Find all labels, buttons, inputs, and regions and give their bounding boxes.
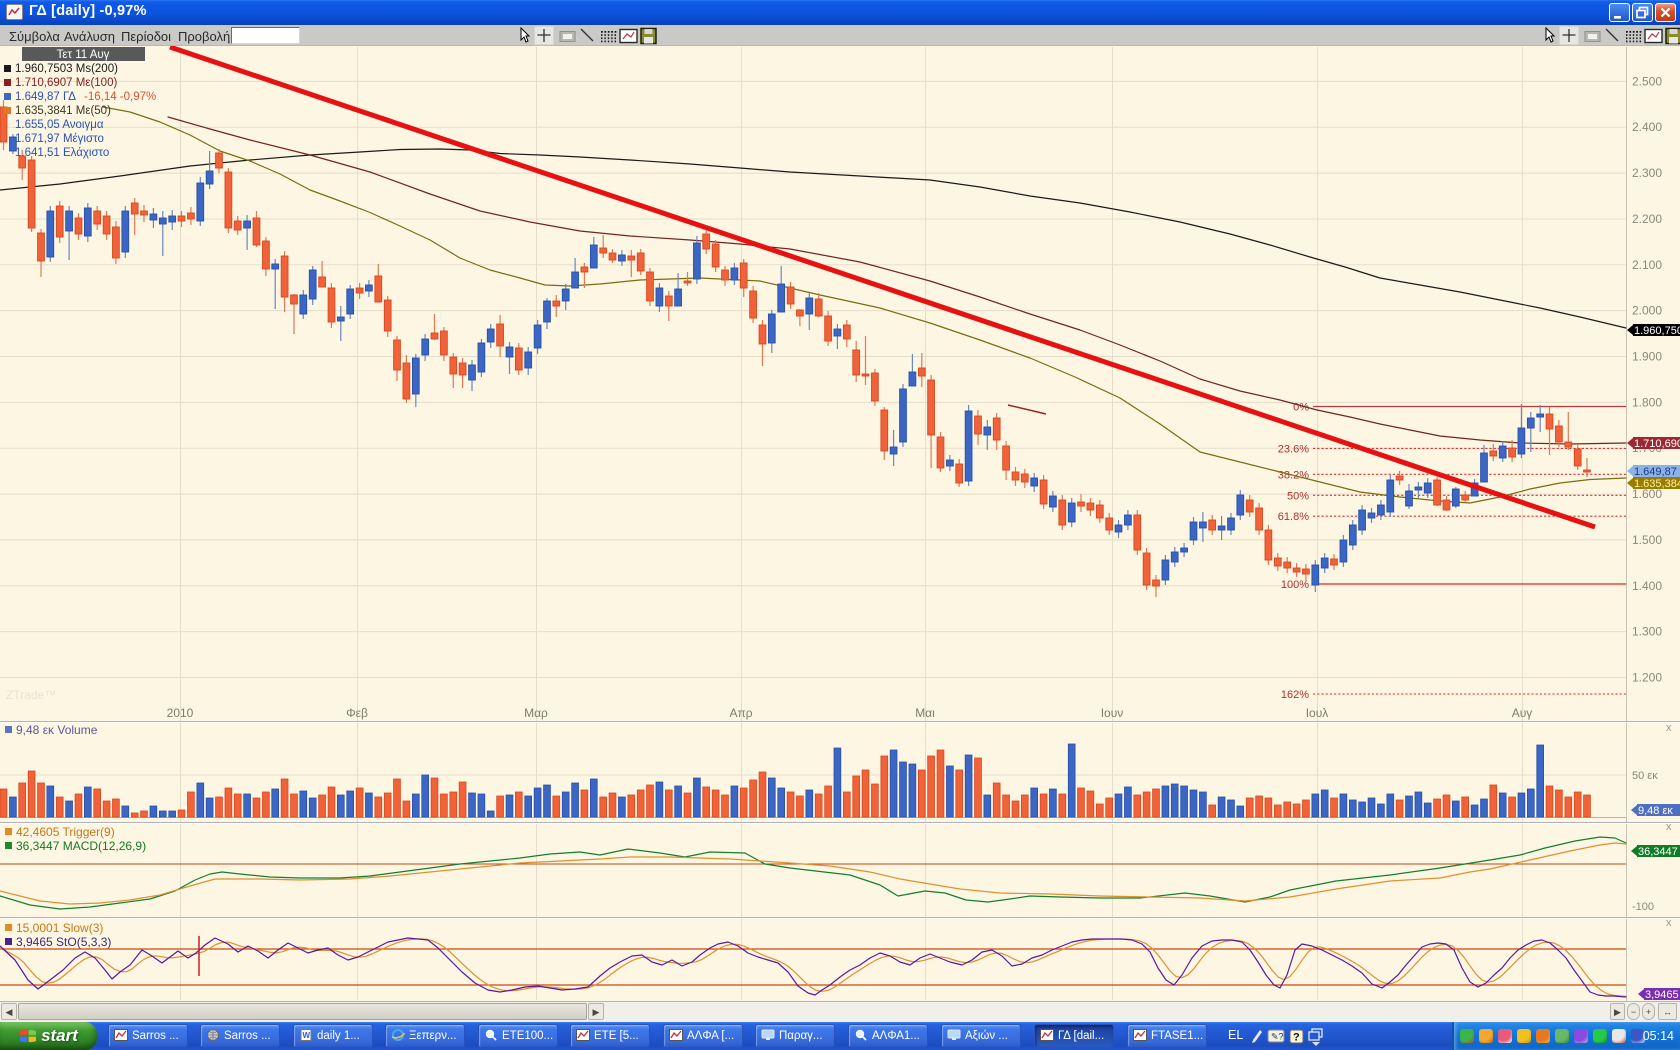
svg-text:-16,14 -0,97%: -16,14 -0,97% [84, 91, 156, 103]
svg-text:-100: -100 [1632, 901, 1654, 913]
svg-text:1.641,51 Ελάχιστο: 1.641,51 Ελάχιστο [15, 147, 109, 159]
svg-text:Μαρ: Μαρ [524, 706, 548, 720]
svg-text:2.200: 2.200 [1632, 212, 1662, 226]
svg-text:1.600: 1.600 [1632, 487, 1662, 501]
svg-text:1.671,97 Μέγιστο: 1.671,97 Μέγιστο [15, 133, 104, 145]
svg-text:1.400: 1.400 [1632, 579, 1662, 593]
svg-text:1.710,6907 Με(100): 1.710,6907 Με(100) [15, 77, 117, 89]
svg-text:50 εκ: 50 εκ [1632, 770, 1658, 782]
svg-text:1.200: 1.200 [1632, 671, 1662, 685]
svg-text:1.900: 1.900 [1632, 350, 1662, 364]
svg-text:W: W [303, 1031, 311, 1040]
svg-text:42,4605 Trigger(9): 42,4605 Trigger(9) [16, 825, 115, 839]
svg-text:3,9465 StO(5,3,3): 3,9465 StO(5,3,3) [16, 935, 111, 949]
svg-text:?: ? [1293, 1032, 1300, 1044]
svg-text:x: x [1666, 821, 1672, 833]
svg-text:23.6%: 23.6% [1278, 443, 1309, 455]
svg-text:2.500: 2.500 [1632, 74, 1662, 88]
svg-text:Αυγ: Αυγ [1512, 706, 1533, 720]
svg-text:50%: 50% [1287, 490, 1309, 502]
svg-text:x: x [1666, 722, 1672, 734]
svg-text:36,3447: 36,3447 [1638, 846, 1678, 858]
svg-text:✎?: ✎? [1271, 1032, 1284, 1042]
svg-text:ZTrade™: ZTrade™ [6, 688, 56, 702]
svg-text:1.710,690: 1.710,690 [1634, 438, 1680, 450]
svg-text:2.000: 2.000 [1632, 304, 1662, 318]
svg-text:Ιουν: Ιουν [1101, 706, 1124, 720]
svg-text:2.300: 2.300 [1632, 166, 1662, 180]
svg-text:1.649,87: 1.649,87 [1634, 466, 1677, 478]
svg-text:1.960,750: 1.960,750 [1634, 325, 1680, 337]
svg-text:9,48 εκ: 9,48 εκ [1638, 805, 1673, 817]
svg-text:61.8%: 61.8% [1278, 511, 1309, 523]
svg-text:100%: 100% [1281, 579, 1309, 591]
svg-text:2010: 2010 [167, 706, 194, 720]
svg-text:1.635,384: 1.635,384 [1634, 478, 1680, 490]
svg-text:162%: 162% [1281, 689, 1309, 701]
svg-text:36,3447 MACD(12,26,9): 36,3447 MACD(12,26,9) [16, 839, 146, 853]
svg-text:Τετ 11 Αυγ: Τετ 11 Αυγ [57, 49, 110, 61]
svg-text:Φεβ: Φεβ [346, 706, 368, 720]
svg-text:Απρ: Απρ [729, 706, 752, 720]
svg-text:1.500: 1.500 [1632, 533, 1662, 547]
svg-text:2.100: 2.100 [1632, 258, 1662, 272]
svg-text:1.635,3841 Με(50): 1.635,3841 Με(50) [15, 105, 111, 117]
svg-text:3,9465: 3,9465 [1645, 989, 1679, 1001]
svg-text:Ιουλ: Ιουλ [1306, 706, 1329, 720]
svg-text:15,0001 Slow(3): 15,0001 Slow(3) [16, 921, 103, 935]
svg-text:1.649,87 ΓΔ: 1.649,87 ΓΔ [15, 91, 76, 103]
svg-text:2.400: 2.400 [1632, 120, 1662, 134]
svg-text:1.300: 1.300 [1632, 625, 1662, 639]
svg-text:1.655,05 Ανοιγμα: 1.655,05 Ανοιγμα [15, 119, 104, 131]
svg-text:9,48 εκ Volume: 9,48 εκ Volume [16, 723, 98, 737]
svg-text:1.960,7503 Ms(200): 1.960,7503 Ms(200) [15, 63, 118, 75]
svg-text:x: x [1666, 917, 1672, 929]
svg-text:1.800: 1.800 [1632, 395, 1662, 409]
svg-text:Μαι: Μαι [915, 706, 935, 720]
